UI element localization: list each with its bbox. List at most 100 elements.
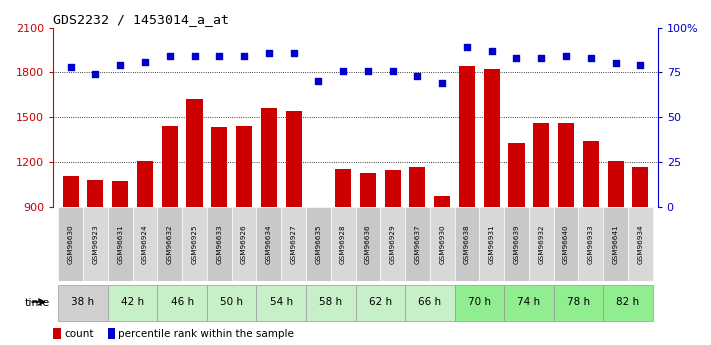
Point [585,55,597,61]
Bar [63,176,79,207]
Text: count: count [64,329,94,339]
Bar [554,207,579,281]
Bar [310,207,326,216]
Bar [137,161,153,207]
Bar [533,123,550,207]
Point [189,53,201,59]
Text: GSM96630: GSM96630 [68,224,74,264]
Text: GSM96933: GSM96933 [588,224,594,264]
Bar [331,207,356,281]
Text: GSM96636: GSM96636 [365,224,371,264]
Bar [628,207,653,281]
Bar [483,69,500,207]
Point [461,45,473,50]
Bar [430,207,454,281]
Text: GSM96926: GSM96926 [241,224,247,264]
Point [610,61,621,66]
Bar [236,126,252,207]
Bar [410,167,425,207]
Bar [157,207,182,281]
Bar [380,207,405,281]
Bar [356,285,405,321]
Bar [335,169,351,207]
Text: GSM96923: GSM96923 [92,224,98,264]
Text: 54 h: 54 h [269,297,293,307]
Bar [182,207,207,281]
Text: 74 h: 74 h [518,297,540,307]
Text: 82 h: 82 h [616,297,639,307]
Bar [459,66,475,207]
Text: 38 h: 38 h [72,297,95,307]
Text: GSM96932: GSM96932 [538,224,544,264]
Text: GSM96930: GSM96930 [439,224,445,264]
Bar [579,207,603,281]
Bar [157,285,207,321]
Point [164,53,176,59]
Text: GSM96639: GSM96639 [513,224,520,264]
Point [437,80,448,86]
Bar [405,207,430,281]
Bar [211,127,228,207]
Point [387,68,398,73]
Bar [257,285,306,321]
Text: 50 h: 50 h [220,297,243,307]
Bar [58,207,83,281]
Text: GSM96632: GSM96632 [167,224,173,264]
Bar [529,207,554,281]
Text: 70 h: 70 h [468,297,491,307]
Text: 62 h: 62 h [369,297,392,307]
Point [65,64,76,70]
Bar [112,181,128,207]
Bar [306,285,356,321]
Text: 66 h: 66 h [418,297,442,307]
Bar [405,285,454,321]
Bar [108,285,157,321]
Bar [454,207,479,281]
Point [486,48,498,54]
Bar [207,207,232,281]
Point [560,53,572,59]
Text: time: time [24,298,50,308]
Bar [504,285,554,321]
Text: GSM96633: GSM96633 [216,224,223,264]
Bar [603,285,653,321]
Bar [504,207,529,281]
Text: percentile rank within the sample: percentile rank within the sample [118,329,294,339]
Text: GSM96927: GSM96927 [291,224,296,264]
Bar [58,285,108,321]
Bar [108,328,115,339]
Bar [286,110,301,207]
Text: GSM96931: GSM96931 [488,224,495,264]
Bar [607,161,624,207]
Text: GSM96934: GSM96934 [637,224,643,264]
Bar [360,172,376,207]
Text: 46 h: 46 h [171,297,193,307]
Text: GSM96640: GSM96640 [563,224,569,264]
Point [338,68,349,73]
Point [635,62,646,68]
Text: GSM96924: GSM96924 [142,224,148,264]
Point [412,73,423,79]
Bar [261,108,277,207]
Bar [87,180,104,207]
Text: GSM96925: GSM96925 [191,224,198,264]
Bar [603,207,628,281]
Bar [132,207,157,281]
Point [139,59,151,65]
Text: 78 h: 78 h [567,297,590,307]
Bar [632,167,648,207]
Bar [583,141,599,207]
Text: GSM96641: GSM96641 [613,224,619,264]
Text: 42 h: 42 h [121,297,144,307]
Text: GSM96638: GSM96638 [464,224,470,264]
Point [238,53,250,59]
Bar [554,285,603,321]
Point [510,55,522,61]
Text: GDS2232 / 1453014_a_at: GDS2232 / 1453014_a_at [53,13,230,27]
Point [535,55,547,61]
Point [90,71,101,77]
Bar [257,207,281,281]
Bar [53,328,60,339]
Point [114,62,126,68]
Point [362,68,373,73]
